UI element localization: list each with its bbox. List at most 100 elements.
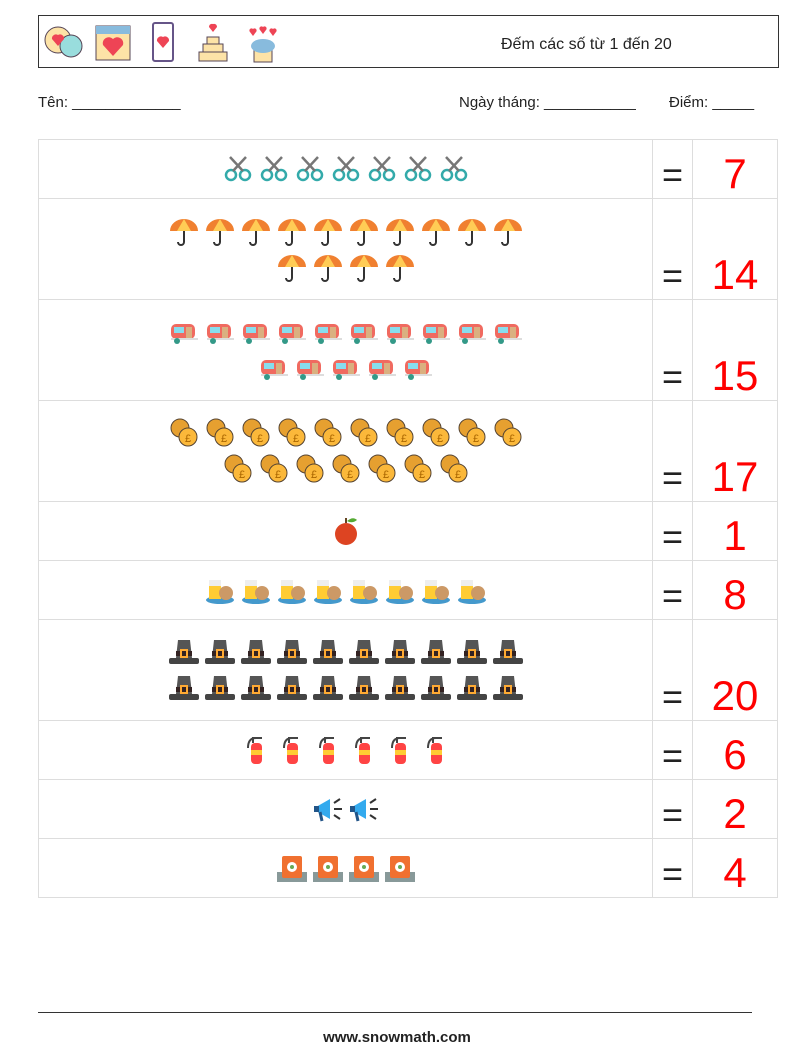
svg-text:£: £ [383, 469, 389, 481]
umbrella-icon [313, 219, 342, 246]
answer: 20 [711, 672, 759, 719]
equals-sign: = [653, 561, 693, 619]
umbrella-icon [349, 255, 378, 282]
fire-extinguisher-icon [390, 737, 406, 764]
coins-icon: £ [170, 418, 197, 447]
pilgrim-hat-icon [348, 676, 379, 700]
barrel-icon [384, 856, 415, 882]
coins-icon: £ [440, 454, 467, 483]
date-field: Ngày tháng: ___________ [459, 94, 636, 111]
picture-cell [39, 780, 653, 838]
caravan-icon [404, 360, 432, 380]
equals-sign: = [653, 780, 693, 838]
barrel-icon [312, 856, 343, 882]
picture-cell [39, 300, 653, 400]
header-box: Đếm các số từ 1 đến 20 [38, 15, 779, 68]
coins-icon: £ [314, 418, 341, 447]
pilgrim-hat-icon [420, 640, 451, 664]
pilgrim-hat-icon [168, 676, 199, 700]
header-icons [43, 20, 283, 64]
name-field: Tên: _____________ [38, 94, 181, 111]
pilgrim-hat-icon [168, 640, 199, 664]
drink-cookie-icon [349, 580, 378, 604]
umbrella-icon [205, 219, 234, 246]
icon-line: £ £ £ £ £ £ £ £ £ £ [168, 417, 524, 449]
caravan-icon [422, 324, 450, 344]
question-row: £ £ £ £ £ £ £ £ £ £ £ £ £ £ £ £ £ = 17 [38, 401, 778, 502]
pilgrim-hat-icon [384, 676, 415, 700]
svg-text:£: £ [239, 469, 245, 481]
svg-text:£: £ [419, 469, 425, 481]
icon-line [312, 793, 380, 825]
icon-line [258, 352, 434, 384]
love-chat-icon [44, 26, 83, 58]
scissors-icon [368, 156, 395, 182]
calendar-heart-icon [95, 25, 131, 61]
icon-line [204, 574, 488, 606]
equals-sign: = [653, 199, 693, 299]
coins-icon: £ [224, 454, 251, 483]
pilgrim-hat-icon [420, 676, 451, 700]
drink-cookie-icon [313, 580, 342, 604]
coins-icon: £ [386, 418, 413, 447]
svg-text:£: £ [455, 469, 461, 481]
fire-extinguisher-icon [282, 737, 298, 764]
answer: 1 [723, 512, 747, 559]
icon-line: £ £ £ £ £ £ £ [222, 453, 470, 485]
drink-cookie-icon [421, 580, 450, 604]
umbrella-icon [385, 219, 414, 246]
caravan-icon [296, 360, 324, 380]
equals-sign: = [653, 401, 693, 501]
svg-text:£: £ [401, 433, 407, 445]
pilgrim-hat-icon [276, 676, 307, 700]
fire-extinguisher-icon [354, 737, 370, 764]
question-row: = 2 [38, 780, 778, 839]
coins-icon: £ [458, 418, 485, 447]
question-row: = 8 [38, 561, 778, 620]
answer: 15 [711, 352, 759, 399]
picture-cell [39, 140, 653, 198]
coins-icon: £ [332, 454, 359, 483]
coins-icon: £ [206, 418, 233, 447]
caravan-icon [170, 324, 198, 344]
picture-cell [39, 502, 653, 560]
coins-icon: £ [404, 454, 431, 483]
icon-line [276, 852, 416, 884]
caravan-icon [314, 324, 342, 344]
coins-icon: £ [242, 418, 269, 447]
counting-table: = 7 = 14 = 15 £ £ £ £ £ £ £ £ £ £ £ £ £ £ £ £ £ = 17 = 1 = 8 = 20 = 6 = 2 =… [38, 139, 778, 898]
icon-line [168, 636, 524, 668]
equals-sign: = [653, 300, 693, 400]
coins-icon: £ [350, 418, 377, 447]
pilgrim-hat-icon [204, 676, 235, 700]
svg-text:£: £ [311, 469, 317, 481]
drink-cookie-icon [277, 580, 306, 604]
worksheet-title: Đếm các số từ 1 đến 20 [501, 36, 672, 53]
megaphone-icon [349, 798, 378, 822]
caravan-icon [368, 360, 396, 380]
pilgrim-hat-icon [492, 640, 523, 664]
caravan-icon [458, 324, 486, 344]
question-row: = 14 [38, 199, 778, 300]
apple-icon [334, 518, 357, 545]
picture-cell [39, 721, 653, 779]
fire-extinguisher-icon [246, 737, 262, 764]
icon-line [276, 251, 416, 283]
svg-text:£: £ [365, 433, 371, 445]
equals-sign: = [653, 839, 693, 897]
caravan-icon [260, 360, 288, 380]
answer: 4 [723, 849, 747, 896]
svg-text:£: £ [437, 433, 443, 445]
pilgrim-hat-icon [240, 640, 271, 664]
pilgrim-hat-icon [384, 640, 415, 664]
question-row: = 1 [38, 502, 778, 561]
answer: 7 [723, 150, 747, 197]
caravan-icon [350, 324, 378, 344]
svg-text:£: £ [509, 433, 515, 445]
umbrella-icon [241, 219, 270, 246]
coins-icon: £ [278, 418, 305, 447]
phone-heart-icon [152, 22, 174, 62]
svg-text:£: £ [185, 433, 191, 445]
equals-sign: = [653, 620, 693, 720]
umbrella-icon [277, 219, 306, 246]
